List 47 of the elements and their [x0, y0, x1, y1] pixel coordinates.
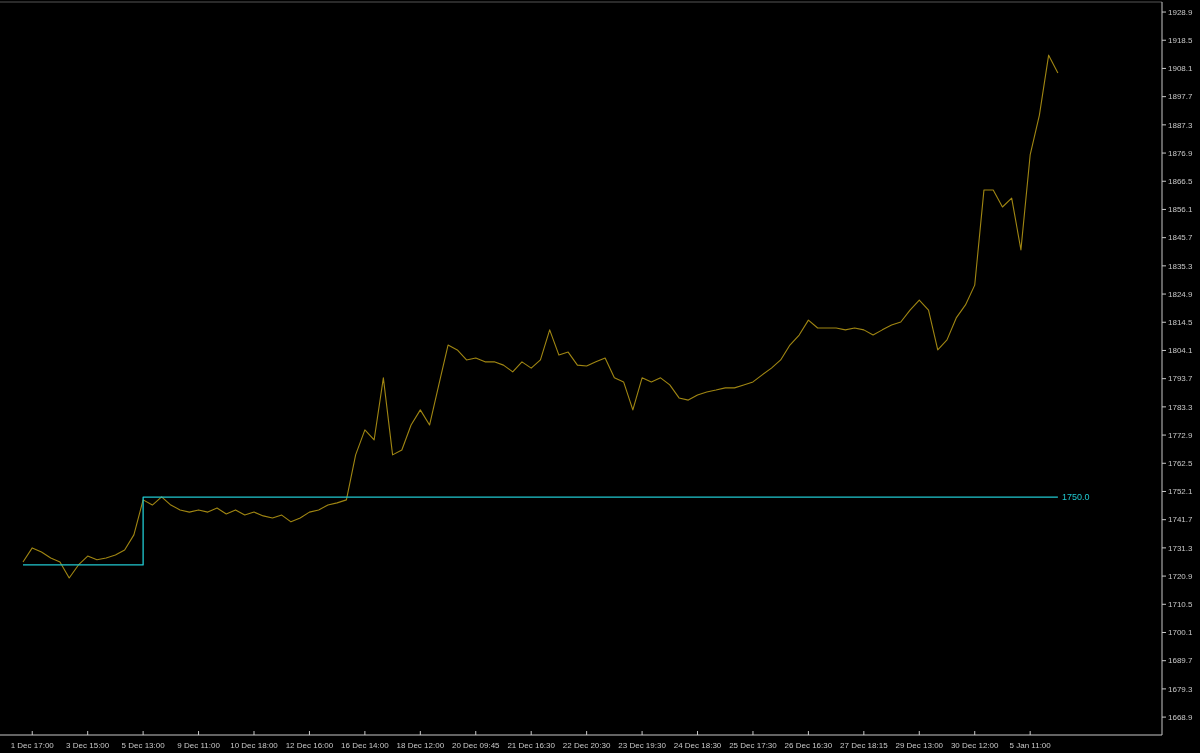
y-tick-label: 1793.7 [1168, 374, 1194, 384]
y-tick-label: 1908.1 [1168, 64, 1194, 74]
y-tick-label: 1762.5 [1168, 459, 1194, 469]
y-tick-label: 1668.9 [1168, 712, 1194, 722]
x-tick-label: 5 Jan 11:00 [1009, 741, 1052, 750]
y-tick-label: 1835.3 [1168, 261, 1194, 271]
y-tick-label: 1928.9 [1168, 7, 1194, 17]
x-tick-label: 21 Dec 16:30 [507, 741, 556, 750]
x-tick-label: 5 Dec 13:00 [121, 741, 166, 750]
x-tick-label: 20 Dec 09:45 [451, 741, 501, 750]
x-tick-label: 10 Dec 18:00 [230, 741, 279, 750]
x-tick-label: 22 Dec 20:30 [562, 741, 611, 750]
y-tick-label: 1897.7 [1168, 92, 1194, 102]
x-tick-label: 12 Dec 16:00 [285, 741, 334, 750]
y-tick-label: 1845.7 [1168, 233, 1194, 243]
x-tick-label: 18 Dec 12:00 [396, 741, 445, 750]
y-tick-label: 1814.5 [1168, 318, 1194, 328]
x-tick-label: 3 Dec 15:00 [66, 741, 110, 750]
y-tick-label: 1700.1 [1168, 628, 1194, 638]
y-tick-label: 1710.5 [1168, 600, 1194, 610]
x-tick-label: 29 Dec 13:00 [895, 741, 944, 750]
x-tick-label: 25 Dec 17:30 [729, 741, 778, 750]
y-tick-label: 1731.3 [1168, 543, 1194, 553]
y-tick-label: 1856.1 [1168, 205, 1194, 215]
y-tick-label: 1918.5 [1168, 36, 1194, 46]
x-tick-label: 1 Dec 17:00 [10, 741, 55, 750]
x-tick-label: 24 Dec 18:30 [673, 741, 722, 750]
y-tick-label: 1876.9 [1168, 148, 1194, 158]
x-tick-label: 23 Dec 19:30 [618, 741, 667, 750]
x-tick-label: 16 Dec 14:00 [341, 741, 390, 750]
y-tick-label: 1887.3 [1168, 120, 1194, 130]
y-tick-label: 1720.9 [1168, 571, 1194, 581]
x-tick-label: 27 Dec 18:15 [840, 741, 889, 750]
y-tick-label: 1866.5 [1168, 177, 1194, 187]
y-tick-label: 1741.7 [1168, 515, 1194, 525]
x-tick-label: 9 Dec 11:00 [177, 741, 221, 750]
y-tick-label: 1824.9 [1168, 289, 1194, 299]
line-series [22, 54, 1059, 579]
y-tick-label: 1772.9 [1168, 430, 1194, 440]
x-tick-label: 30 Dec 12:00 [950, 741, 1000, 750]
y-tick-label: 1689.7 [1168, 656, 1194, 666]
x-tick-label: 26 Dec 16:30 [784, 741, 833, 750]
annotation: 1750.0 [1061, 492, 1090, 503]
y-tick-label: 1679.3 [1168, 684, 1194, 694]
y-tick-label: 1752.1 [1168, 487, 1194, 497]
y-tick-label: 1804.1 [1168, 346, 1194, 356]
y-tick-label: 1783.3 [1168, 402, 1194, 412]
